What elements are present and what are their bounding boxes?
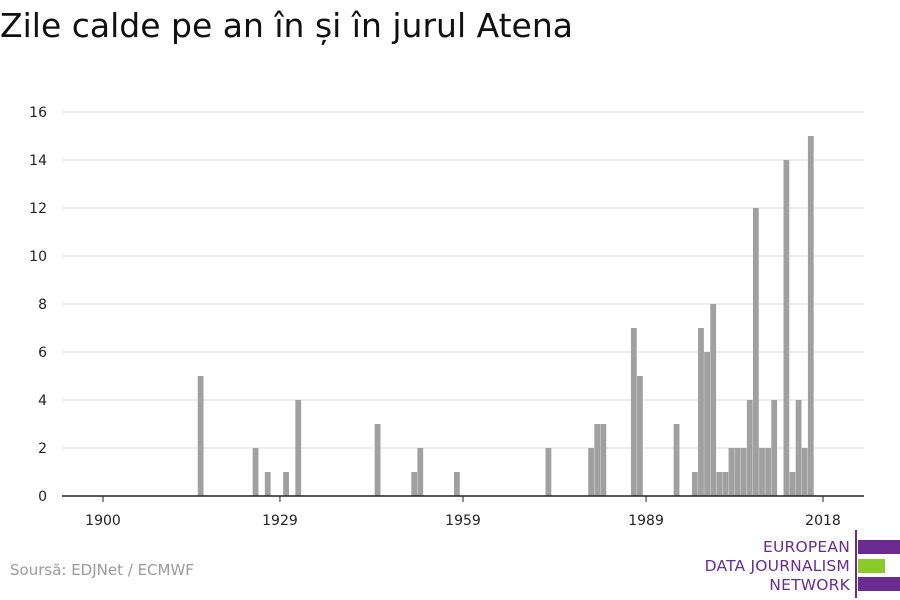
x-tick-label: 1929: [262, 513, 298, 529]
bar-2010: [771, 400, 778, 496]
bar-1999: [704, 352, 710, 496]
y-tick-label: 8: [38, 297, 47, 313]
bar-1988: [637, 376, 643, 496]
logo-bar-green: [858, 559, 885, 573]
chart-title: Zile calde pe an în și în jurul Atena: [0, 6, 573, 45]
y-tick-label: 0: [38, 489, 47, 505]
logo-bar-purple-bottom: [858, 577, 900, 591]
bar-1973: [545, 448, 552, 496]
bar-1994: [673, 424, 680, 496]
bar-2008: [759, 448, 765, 496]
x-tick-label: 2018: [805, 513, 841, 529]
y-tick-label: 10: [29, 249, 47, 265]
bar-2007: [752, 208, 759, 496]
y-tick-label: 12: [29, 201, 47, 217]
bar-2005: [740, 448, 747, 496]
bar-2006: [746, 400, 753, 496]
bar-2003: [728, 448, 735, 496]
bar-2012: [783, 160, 790, 496]
y-tick-label: 6: [38, 345, 47, 361]
bar-1952: [417, 448, 424, 496]
bar-1982: [600, 424, 607, 496]
axes: [62, 495, 864, 502]
bar-1925: [252, 448, 259, 496]
y-tick-label: 14: [29, 153, 47, 169]
y-tick-label: 4: [38, 393, 47, 409]
bars: [197, 136, 814, 496]
bar-1998: [698, 328, 704, 496]
x-tick-label: 1989: [628, 513, 664, 529]
logo-text: EUROPEAN DATA JOURNALISM NETWORK: [705, 538, 850, 595]
bar-2002: [722, 472, 729, 496]
y-tick-label: 16: [29, 105, 47, 121]
bar-1981: [594, 424, 601, 496]
source-note: Soursă: EDJNet / ECMWF: [10, 561, 194, 579]
logo-rule: [855, 530, 857, 598]
logo-line-1: EUROPEAN: [762, 538, 850, 556]
bar-2000: [710, 304, 717, 496]
bar-1916: [197, 376, 204, 496]
bar-2015: [801, 448, 808, 496]
gridlines: [62, 111, 864, 449]
bar-1958: [454, 472, 460, 496]
bar-2013: [789, 472, 796, 496]
logo-line-3: NETWORK: [769, 576, 850, 594]
bar-1927: [264, 472, 271, 496]
bar-1930: [283, 472, 289, 496]
y-tick-label: 2: [38, 441, 47, 457]
bar-2001: [716, 472, 723, 496]
bar-2014: [795, 400, 802, 496]
x-tick-label: 1959: [445, 513, 481, 529]
bar-1932: [295, 400, 302, 496]
bar-1945: [374, 424, 381, 496]
bar-2004: [734, 448, 741, 496]
bar-1980: [588, 448, 595, 496]
bar-1951: [411, 472, 418, 496]
bar-2009: [765, 448, 771, 496]
x-tick-label: 1900: [85, 513, 121, 529]
bar-2016: [807, 136, 814, 496]
edjnet-logo: EUROPEAN DATA JOURNALISM NETWORK: [700, 528, 900, 600]
bar-1987: [630, 328, 637, 496]
bar-1997: [691, 472, 698, 496]
tick-labels: 0 2 4 6 8 10 12 14 16 1900 1929 1959 1989 2018: [29, 105, 841, 529]
logo-line-2: DATA JOURNALISM: [704, 557, 850, 575]
logo-bar-purple-top: [858, 540, 900, 554]
